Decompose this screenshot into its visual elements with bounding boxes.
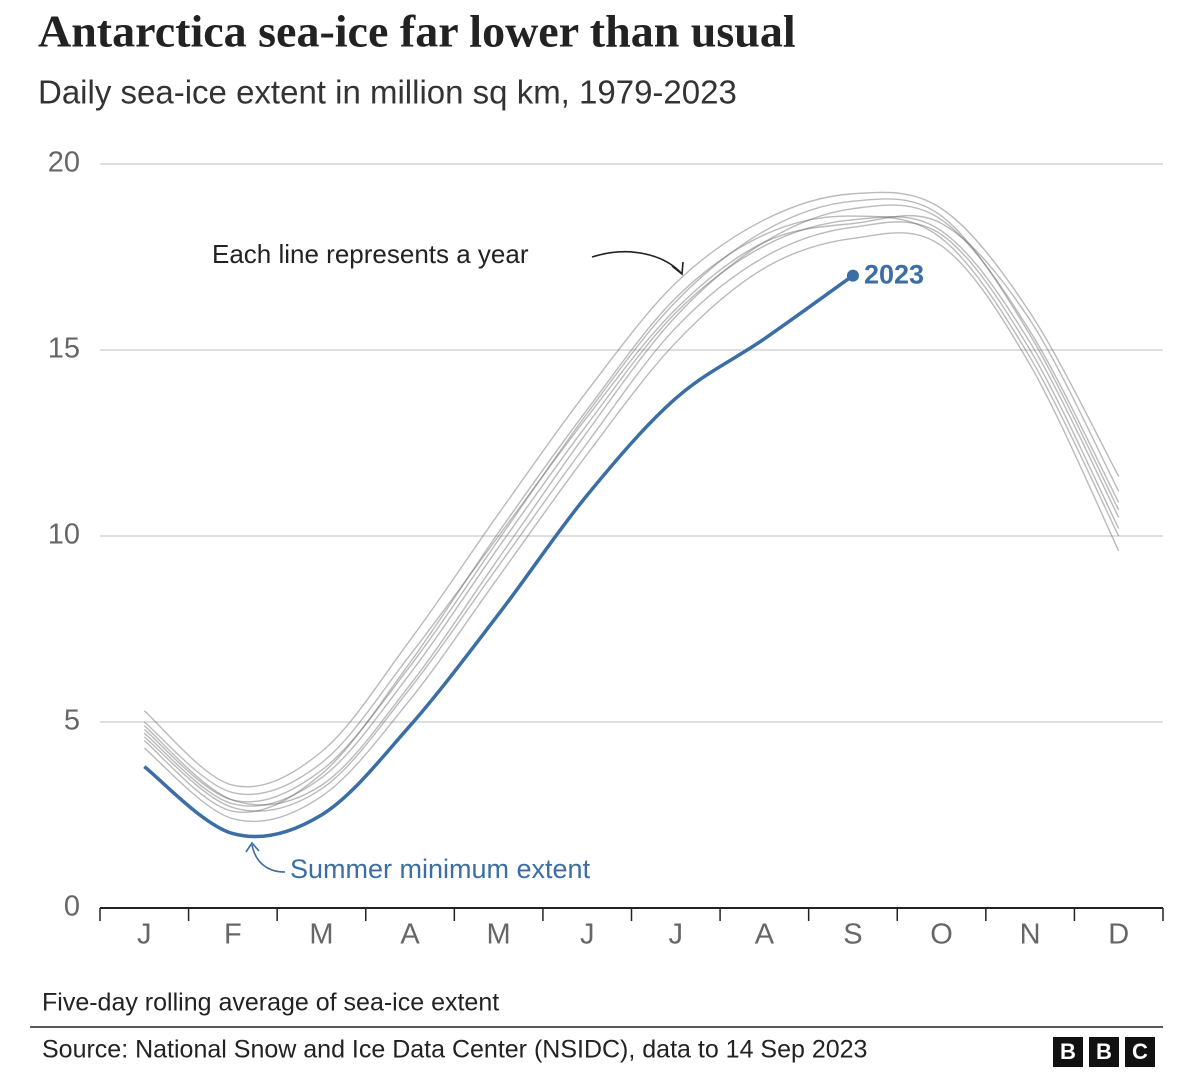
y-tick-label: 20 — [48, 147, 80, 179]
annotation-arrow — [591, 251, 683, 275]
x-tick-label: M — [309, 919, 333, 951]
series-label: 2023 — [864, 260, 924, 290]
year-line — [143, 198, 1120, 803]
chart-subtitle: Daily sea-ice extent in million sq km, 1… — [38, 74, 737, 111]
x-tick-label: A — [400, 919, 420, 951]
annotation-arrowhead — [671, 261, 684, 276]
logo-letter: C — [1132, 1039, 1148, 1064]
year-line — [143, 232, 1120, 823]
year-line — [143, 216, 1120, 807]
x-tick-label: O — [930, 919, 953, 951]
x-tick-label: J — [580, 919, 595, 951]
logo-box — [1089, 1037, 1119, 1067]
annotation-arrowhead — [245, 841, 260, 853]
y-tick-label: 5 — [64, 705, 80, 737]
annotation: Summer minimum extent — [290, 854, 591, 884]
x-tick-label: F — [224, 919, 242, 951]
x-tick-label: J — [669, 919, 684, 951]
y-tick-label: 10 — [48, 519, 80, 551]
logo-box — [1125, 1037, 1155, 1067]
x-tick-label: D — [1108, 919, 1129, 951]
annotation: Each line represents a year — [212, 239, 529, 269]
x-tick-label: A — [755, 919, 775, 951]
year-line — [143, 221, 1120, 812]
logo-box — [1053, 1037, 1083, 1067]
x-tick-label: J — [137, 919, 152, 951]
x-tick-label: S — [843, 919, 862, 951]
chart-title: Antarctica sea-ice far lower than usual — [38, 6, 796, 57]
logo-letter: B — [1096, 1039, 1112, 1064]
x-tick-label: N — [1020, 919, 1041, 951]
logo: B B C — [1053, 1037, 1155, 1067]
year-line — [143, 214, 1120, 796]
year-line — [143, 204, 1120, 806]
annotation-arrow — [251, 844, 286, 873]
x-tick-label: M — [487, 919, 511, 951]
y-tick-label: 0 — [64, 891, 80, 923]
series-line — [143, 274, 854, 839]
plot-area: 0 5 10 15 20 J F M A M J J A S O N D 2023 — [48, 147, 1164, 951]
y-tick-label: 15 — [48, 333, 80, 365]
source: Source: National Snow and Ice Data Cente… — [42, 1036, 867, 1064]
year-line — [143, 215, 1120, 813]
logo-letter: B — [1060, 1039, 1076, 1064]
footnote: Five-day rolling average of sea-ice exte… — [42, 989, 499, 1017]
year-line — [143, 191, 1120, 788]
end-point — [846, 269, 859, 282]
